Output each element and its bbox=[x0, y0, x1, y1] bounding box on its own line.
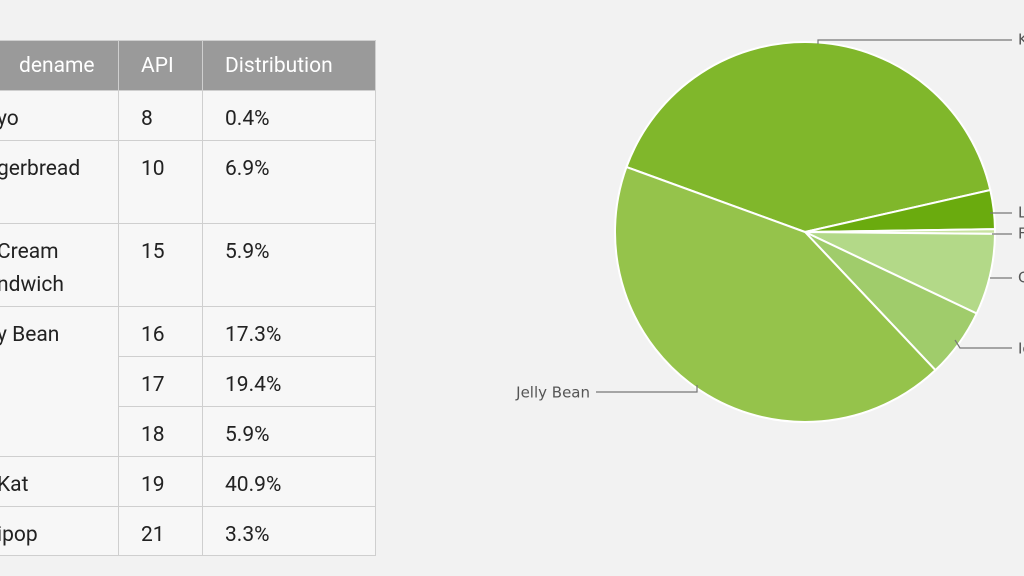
codename-cell: yo bbox=[0, 90, 119, 141]
leader-line bbox=[596, 385, 698, 393]
api-cell: 10 bbox=[118, 140, 203, 224]
table-row: 18 5.9% bbox=[0, 406, 376, 457]
codename-cell: gerbread bbox=[0, 140, 119, 224]
api-cell: 19 bbox=[118, 456, 203, 507]
api-cell: 18 bbox=[118, 406, 203, 457]
table-row: y Bean 16 17.3% bbox=[0, 306, 376, 457]
codename-cell: ipop bbox=[0, 506, 119, 556]
codename-cell: Cream ndwich bbox=[0, 223, 119, 307]
pie-slice bbox=[614, 165, 937, 423]
distribution-cell: 3.3% bbox=[202, 506, 376, 556]
leader-line bbox=[954, 339, 1012, 349]
slice-label: K bbox=[1018, 31, 1024, 49]
api-cell: 8 bbox=[118, 90, 203, 141]
table-row: ipop 21 3.3% bbox=[0, 506, 376, 556]
pie-slice bbox=[625, 41, 992, 234]
distribution-cell: 5.9% bbox=[202, 406, 376, 457]
api-cell: 16 bbox=[118, 306, 203, 357]
api-cell: 21 bbox=[118, 506, 203, 556]
header-row: dename API Distribution bbox=[0, 40, 376, 91]
codename-cell: y Bean bbox=[0, 306, 119, 457]
distribution-table: dename API Distribution yo 8 0.4% gerbread 10 6.… bbox=[0, 40, 376, 556]
slice-label: L bbox=[1018, 204, 1024, 222]
distribution-cell: 5.9% bbox=[202, 223, 376, 307]
header-cell: dename bbox=[0, 40, 119, 91]
slice-label: F bbox=[1018, 225, 1024, 243]
codename-cell: Kat bbox=[0, 456, 119, 507]
slice-label: Ic bbox=[1018, 340, 1024, 358]
distribution-cell: 40.9% bbox=[202, 456, 376, 507]
table-row: gerbread 10 6.9% bbox=[0, 140, 376, 224]
table-row: Kat 19 40.9% bbox=[0, 456, 376, 507]
slice-label: Jelly Bean bbox=[515, 384, 590, 402]
slice-label: G bbox=[1018, 269, 1024, 287]
table-row: Cream ndwich 15 5.9% bbox=[0, 223, 376, 307]
distribution-cell: 6.9% bbox=[202, 140, 376, 224]
distribution-cell: 0.4% bbox=[202, 90, 376, 141]
leader-line bbox=[817, 39, 1012, 44]
header-cell: Distribution bbox=[202, 40, 376, 91]
api-cell: 17 bbox=[118, 356, 203, 407]
table-row: yo 8 0.4% bbox=[0, 90, 376, 141]
